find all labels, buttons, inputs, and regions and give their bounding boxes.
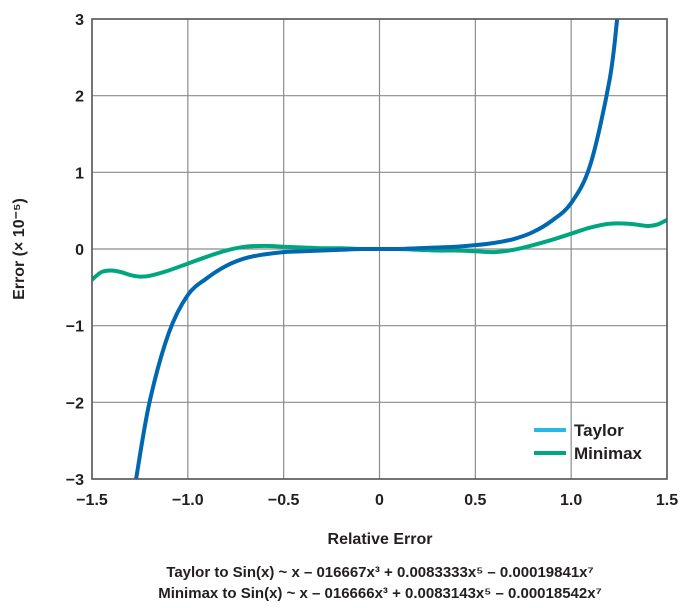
y-tick-labels: −3 −2 −1 0 1 2 3 [66,12,84,489]
legend: Taylor Minimax [534,421,643,463]
x-tick-label: 1.5 [656,492,678,509]
y-tick-label: −1 [66,319,84,336]
chart: −1.5 −1.0 −0.5 0 0.5 1.0 1.5 −3 −2 −1 0 1 2 3 Relati… [11,12,678,548]
x-tick-label: −1.5 [76,492,108,509]
caption-taylor-formula: Taylor to Sin(x) ~ x – 016667x³ + 0.0083… [166,564,594,581]
y-tick-label: 1 [75,165,84,182]
x-tick-label: 0 [375,492,384,509]
x-axis-label: Relative Error [328,531,433,548]
y-tick-label: 0 [75,242,84,259]
legend-label-minimax: Minimax [574,444,643,463]
series-group [92,19,667,479]
y-tick-label: −2 [66,395,84,412]
plot-frame [91,18,668,480]
caption-minimax-formula: Minimax to Sin(x) ~ x – 016666x³ + 0.008… [158,585,602,602]
x-tick-label: 0.5 [464,492,486,509]
y-axis-label: Error (× 10⁻⁵) [11,198,28,300]
legend-label-taylor: Taylor [574,421,624,440]
x-tick-label: −1.0 [172,492,204,509]
y-tick-label: 2 [75,89,84,106]
x-tick-labels: −1.5 −1.0 −0.5 0 0.5 1.0 1.5 [76,492,678,509]
y-tick-label: 3 [75,12,84,29]
x-tick-label: 1.0 [560,492,582,509]
y-tick-label: −3 [66,472,84,489]
x-tick-label: −0.5 [268,492,300,509]
series-line-taylor [134,19,620,479]
